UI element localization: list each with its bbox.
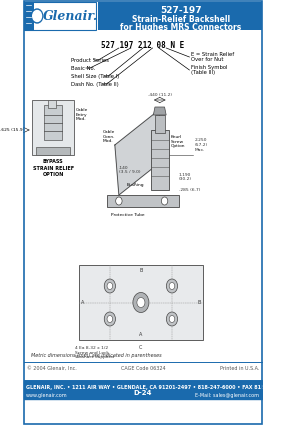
Text: 527 197 212 08 N E: 527 197 212 08 N E [101, 40, 184, 49]
Text: Cable
Conn.
Mod.: Cable Conn. Mod. [103, 130, 116, 143]
Circle shape [104, 312, 116, 326]
Text: E = Strain Relief
Over for Nut: E = Strain Relief Over for Nut [191, 51, 234, 62]
Text: .440 (11.2): .440 (11.2) [148, 93, 172, 97]
Text: Strain-Relief Backshell: Strain-Relief Backshell [131, 14, 230, 23]
Circle shape [33, 11, 41, 22]
Circle shape [167, 279, 178, 293]
Text: Glenair.: Glenair. [43, 9, 98, 23]
Text: STRAIN RELIEF
OPTION: STRAIN RELIEF OPTION [33, 166, 74, 177]
Text: Product Series: Product Series [71, 57, 109, 62]
Text: .625 (15.9): .625 (15.9) [0, 128, 24, 132]
Text: Metric dimensions (mm) are indicated in parentheses: Metric dimensions (mm) are indicated in … [31, 352, 161, 357]
Bar [24, 2, 34, 30]
Bar [107, 195, 179, 207]
Circle shape [161, 197, 168, 205]
Text: BYPASS: BYPASS [43, 159, 64, 164]
Text: © 2004 Glenair, Inc.: © 2004 Glenair, Inc. [27, 366, 76, 371]
Circle shape [133, 292, 149, 312]
Text: A: A [139, 332, 142, 337]
Bar [32, 100, 74, 155]
Text: .285 (6.7): .285 (6.7) [179, 188, 200, 192]
Text: .140
(3.5 / 9.0): .140 (3.5 / 9.0) [119, 166, 140, 174]
Text: 2.250
(57.2)
Max.: 2.250 (57.2) Max. [195, 139, 208, 152]
Text: E-Mail: sales@glenair.com: E-Mail: sales@glenair.com [195, 393, 259, 397]
Bar [151, 130, 169, 190]
Bar [24, 2, 96, 30]
Circle shape [169, 315, 175, 323]
Text: Protective Tube: Protective Tube [111, 213, 145, 217]
Circle shape [169, 283, 175, 289]
Circle shape [137, 298, 145, 308]
Bar [24, 381, 262, 399]
Text: B: B [197, 300, 201, 305]
Circle shape [116, 197, 122, 205]
Bar [44, 105, 62, 140]
Circle shape [167, 312, 178, 326]
Text: B: B [139, 268, 142, 273]
Text: C: C [139, 345, 142, 350]
Text: GLENAIR, INC. • 1211 AIR WAY • GLENDALE, CA 91201-2497 • 818-247-6000 • FAX 818-: GLENAIR, INC. • 1211 AIR WAY • GLENDALE,… [26, 385, 292, 389]
Text: Knurl
Screw
Option: Knurl Screw Option [171, 135, 185, 148]
Polygon shape [153, 107, 166, 115]
Circle shape [107, 315, 113, 323]
Text: A: A [81, 300, 85, 305]
Text: CAGE Code 06324: CAGE Code 06324 [121, 366, 165, 371]
Bar [36, 147, 70, 155]
Text: for Hughes MRS Connectors: for Hughes MRS Connectors [120, 23, 241, 31]
Bar [98, 2, 262, 30]
Text: Shell Size (Table I): Shell Size (Table I) [71, 74, 119, 79]
Text: 527-197: 527-197 [160, 6, 201, 14]
Circle shape [107, 283, 113, 289]
Circle shape [32, 9, 43, 23]
Text: Dash No. (Table II): Dash No. (Table II) [71, 82, 118, 87]
Text: 4 Ea 8-32 x 1/2
Screw and Lock
Washers Supplied: 4 Ea 8-32 x 1/2 Screw and Lock Washers S… [75, 346, 114, 359]
Bar [79, 265, 203, 340]
Polygon shape [115, 110, 163, 195]
Text: Finish Symbol
(Table III): Finish Symbol (Table III) [191, 65, 227, 75]
Text: D-24: D-24 [134, 390, 152, 396]
Text: www.glenair.com: www.glenair.com [26, 393, 68, 397]
Text: 1.190
(30.2): 1.190 (30.2) [179, 173, 192, 181]
Text: Bushing: Bushing [127, 183, 145, 187]
Bar [48, 100, 56, 108]
Bar [155, 115, 165, 133]
Text: Printed in U.S.A.: Printed in U.S.A. [220, 366, 259, 371]
Circle shape [104, 279, 116, 293]
Text: Cable
Entry
Mod.: Cable Entry Mod. [76, 108, 88, 121]
Text: Basic No.: Basic No. [71, 65, 95, 71]
